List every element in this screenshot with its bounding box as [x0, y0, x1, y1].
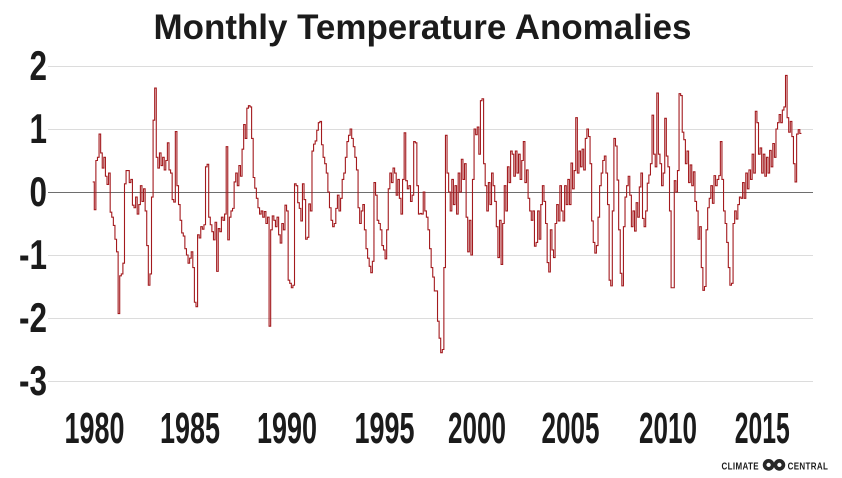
svg-text:2010: 2010 [639, 404, 697, 453]
svg-text:2: 2 [30, 42, 48, 89]
svg-text:-1: -1 [19, 231, 47, 278]
svg-text:1980: 1980 [65, 404, 125, 453]
svg-text:Monthly Temperature Anomalies: Monthly Temperature Anomalies [154, 8, 692, 47]
svg-text:1: 1 [30, 105, 48, 152]
svg-text:2005: 2005 [542, 404, 600, 453]
svg-text:CLIMATE: CLIMATE [722, 461, 759, 472]
svg-text:CENTRAL: CENTRAL [788, 461, 829, 472]
svg-text:1995: 1995 [355, 404, 415, 453]
svg-text:2015: 2015 [735, 404, 790, 453]
svg-text:1985: 1985 [160, 404, 220, 453]
svg-text:0: 0 [30, 168, 48, 215]
svg-text:-2: -2 [19, 294, 47, 341]
svg-text:-3: -3 [19, 357, 47, 404]
svg-text:2000: 2000 [448, 404, 506, 453]
svg-text:1990: 1990 [257, 404, 317, 453]
